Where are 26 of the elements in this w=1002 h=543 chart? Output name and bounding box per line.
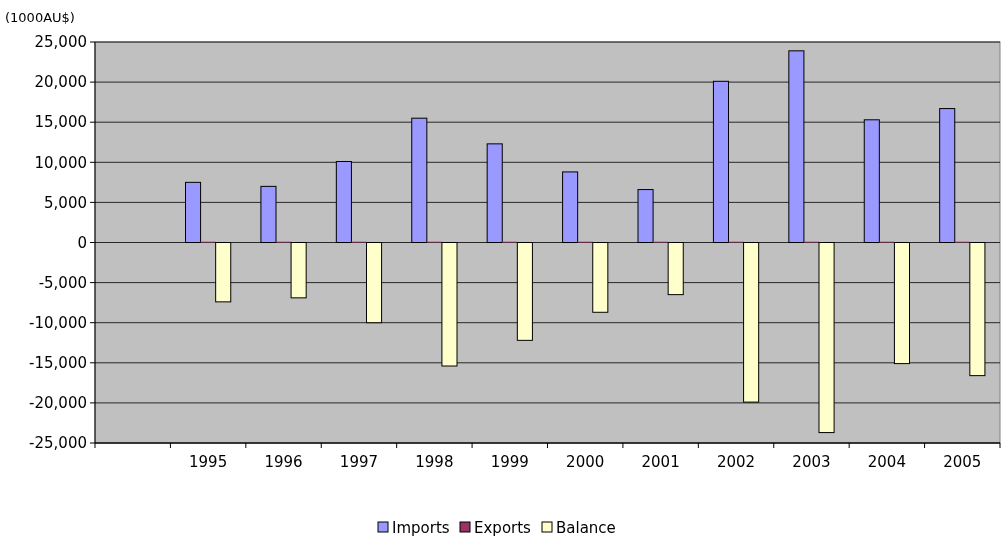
- y-tick-label: 5,000: [44, 193, 87, 212]
- y-tick-label: 15,000: [34, 113, 87, 132]
- y-tick-label: -20,000: [29, 394, 87, 413]
- x-tick-label: 1999: [490, 453, 529, 471]
- legend-label: Balance: [556, 519, 616, 537]
- x-tick-label: 2002: [716, 453, 756, 471]
- x-tick-label: 1998: [415, 453, 454, 471]
- x-tick-label: 2004: [867, 453, 906, 471]
- x-tick-label: 1997: [339, 453, 379, 471]
- y-tick-label: -15,000: [29, 354, 87, 373]
- y-tick-label: 0: [77, 233, 87, 252]
- legend-label: Exports: [474, 519, 532, 537]
- y-axis-title: (1000AU$): [5, 10, 75, 25]
- x-tick-label: 1995: [189, 453, 228, 471]
- y-tick-label: -5,000: [38, 273, 87, 292]
- x-tick-label: 2003: [792, 453, 831, 471]
- x-tick-label: 1996: [264, 453, 303, 471]
- x-tick-label: 2005: [943, 453, 982, 471]
- y-tick-label: -25,000: [29, 434, 87, 453]
- y-tick-label: 10,000: [34, 153, 87, 172]
- y-tick-label: -10,000: [29, 313, 87, 332]
- y-tick-label: 20,000: [34, 73, 87, 92]
- x-tick-label: 2000: [566, 453, 605, 471]
- y-tick-label: 25,000: [34, 33, 87, 52]
- legend-label: Imports: [392, 519, 450, 537]
- x-tick-label: 2001: [641, 453, 680, 471]
